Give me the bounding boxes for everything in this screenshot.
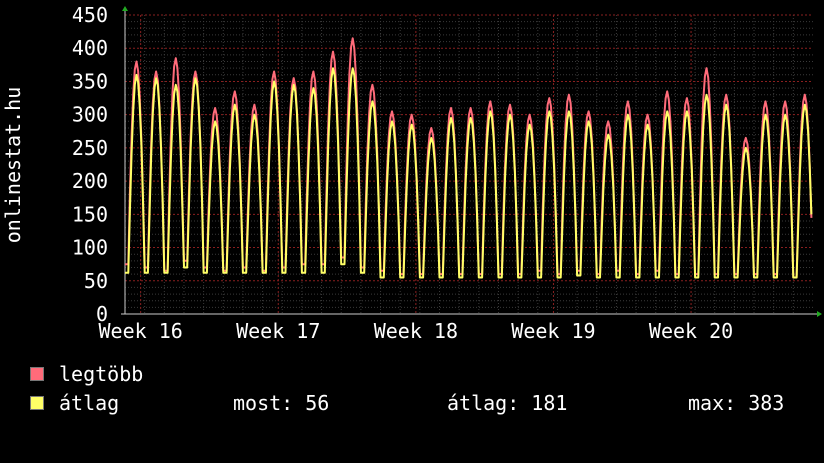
legend-item-max: legtöbb: [30, 362, 143, 386]
legend-label-avg: átlag: [59, 391, 120, 415]
y-tick-label: 0: [96, 302, 108, 326]
legend-item-avg: átlag: [30, 391, 119, 415]
plot-area: [125, 15, 813, 314]
y-tick-label: 200: [72, 169, 108, 193]
x-tick-label: Week 19: [511, 319, 595, 343]
y-tick-label: 50: [84, 269, 108, 293]
stat-current: most: 56: [233, 391, 330, 415]
y-tick-label: 300: [72, 103, 108, 127]
x-axis-arrow: [817, 311, 822, 317]
y-tick-label: 350: [72, 69, 108, 93]
y-tick-label: 400: [72, 36, 108, 60]
y-axis-title: onlinestat.hu: [1, 87, 25, 244]
stat-maximum: max: 383: [688, 391, 785, 415]
y-tick-label: 150: [72, 202, 108, 226]
y-tick-label: 250: [72, 136, 108, 160]
x-tick-label: Week 17: [236, 319, 320, 343]
y-tick-label: 100: [72, 236, 108, 260]
y-tick-label: 450: [72, 3, 108, 27]
legend-label-max: legtöbb: [59, 362, 144, 386]
stat-average: átlag: 181: [447, 391, 568, 415]
legend-swatch-max: [30, 367, 44, 381]
y-axis-arrow: [122, 6, 128, 11]
x-tick-label: Week 20: [649, 319, 733, 343]
x-tick-label: Week 18: [374, 319, 458, 343]
legend-swatch-avg: [30, 396, 44, 410]
x-tick-label: Week 16: [99, 319, 183, 343]
traffic-chart: 0 50 100 150 200 250 300 350 400 450 Week 16 Week 1…: [1, 3, 822, 343]
series-line-avg: [125, 67, 813, 279]
